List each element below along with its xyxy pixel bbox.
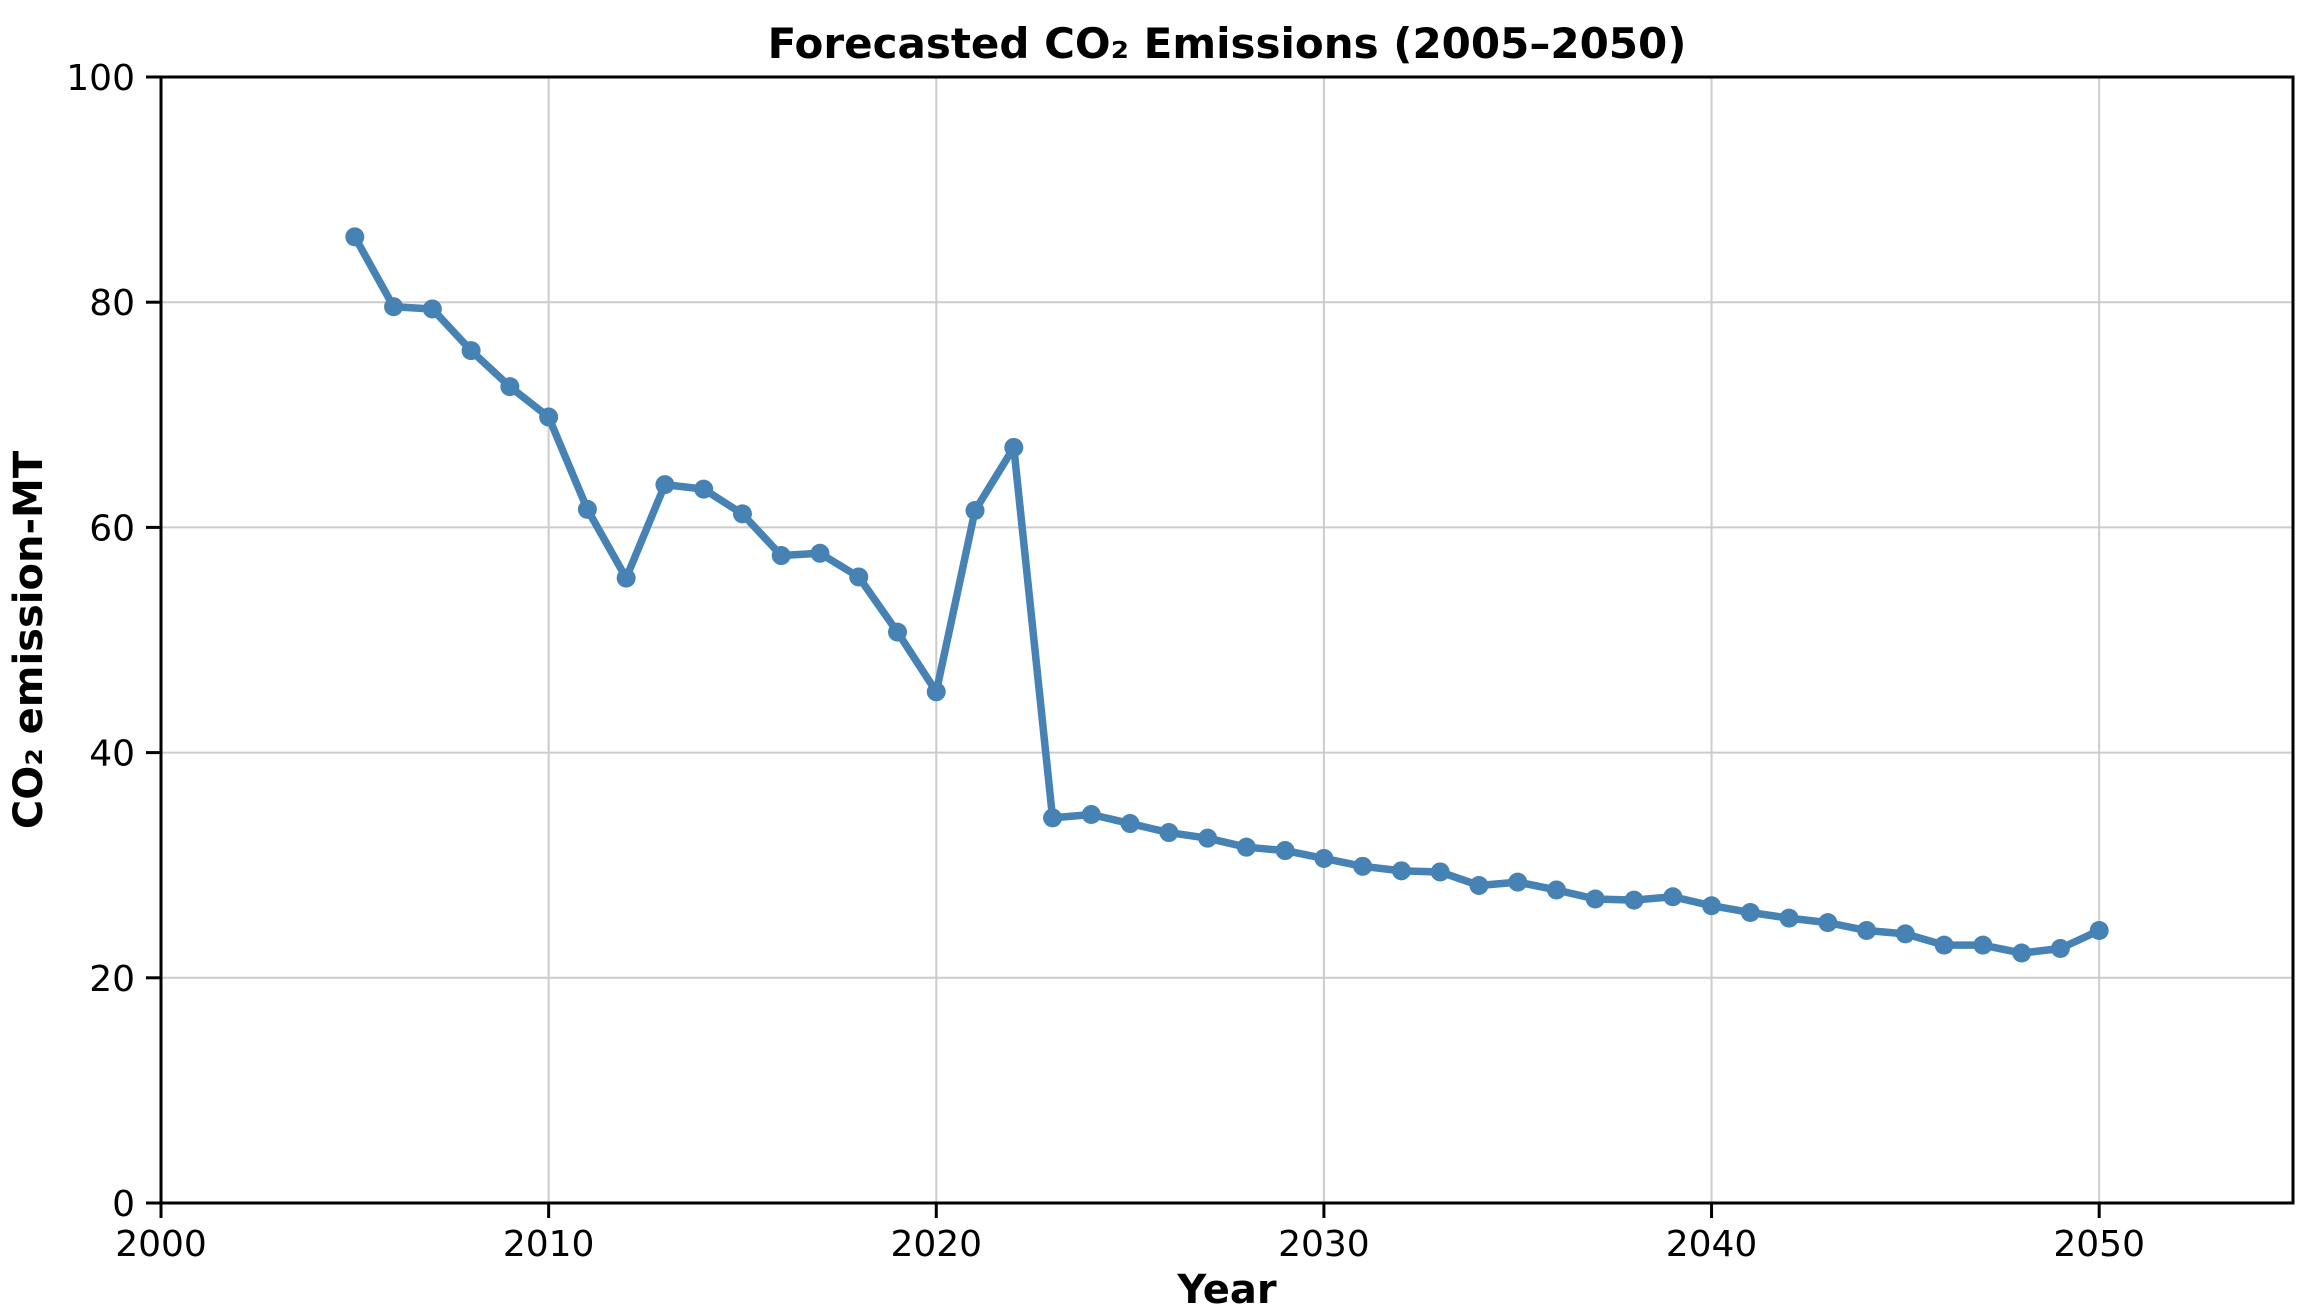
x-axis-label: Year (1176, 1267, 1276, 1313)
data-point (1430, 862, 1450, 882)
x-tick-label: 2010 (503, 1224, 595, 1265)
data-point (1236, 837, 1256, 857)
data-point (1663, 887, 1683, 907)
data-point (1198, 828, 1218, 848)
y-tick-label: 100 (66, 58, 135, 99)
data-point (461, 341, 481, 361)
data-point (500, 377, 520, 397)
data-point (2050, 939, 2070, 959)
y-tick-label: 0 (112, 1184, 135, 1225)
data-point (694, 479, 714, 499)
data-point (1818, 913, 1838, 933)
data-point (2089, 921, 2109, 941)
plot-border (159, 75, 2295, 1205)
data-point (1043, 808, 1063, 828)
data-point (849, 567, 869, 587)
data-point (771, 546, 791, 566)
tick-marks (146, 75, 2101, 1218)
data-point (422, 299, 442, 319)
data-point (1895, 924, 1915, 944)
x-tick-label: 2030 (1278, 1224, 1370, 1265)
data-point (1081, 805, 1101, 825)
data-point (2012, 943, 2032, 963)
y-tick-label: 40 (89, 734, 135, 775)
data-point (539, 407, 559, 427)
data-point (655, 475, 675, 495)
data-point (1508, 872, 1528, 892)
data-point (1702, 896, 1722, 916)
data-point (1857, 921, 1877, 941)
x-tick-label: 2020 (890, 1224, 982, 1265)
data-point (1624, 890, 1644, 910)
data-point (1004, 437, 1024, 457)
data-point (1159, 823, 1179, 843)
x-tick-label: 2000 (115, 1224, 207, 1265)
data-point (810, 543, 830, 563)
y-tick-label: 60 (89, 508, 135, 549)
data-point (888, 622, 908, 642)
y-tick-label: 20 (89, 959, 135, 1000)
y-axis-label: CO₂ emission-MT (6, 450, 52, 829)
data-point (1740, 902, 1760, 922)
data-point (1120, 814, 1140, 834)
data-point (926, 682, 946, 702)
data-line (351, 233, 2103, 957)
data-point (1275, 841, 1295, 861)
data-point (1546, 880, 1566, 900)
data-point (1779, 908, 1799, 928)
data-point (965, 501, 985, 521)
chart-title: Forecasted CO₂ Emissions (2005–2050) (768, 19, 1687, 68)
data-point (345, 227, 365, 247)
data-point (1585, 889, 1605, 909)
x-tick-label: 2040 (1666, 1224, 1758, 1265)
data-point (577, 499, 597, 519)
y-tick-label: 80 (89, 283, 135, 324)
data-point (1469, 875, 1489, 895)
data-point (1934, 935, 1954, 955)
data-series (345, 227, 2109, 963)
data-point (384, 297, 404, 317)
data-point (1353, 856, 1373, 876)
data-point (1314, 848, 1334, 868)
data-point (732, 504, 752, 524)
data-point (616, 568, 636, 588)
data-point (1973, 935, 1993, 955)
data-point (1391, 861, 1411, 881)
x-tick-label: 2050 (2053, 1224, 2145, 1265)
